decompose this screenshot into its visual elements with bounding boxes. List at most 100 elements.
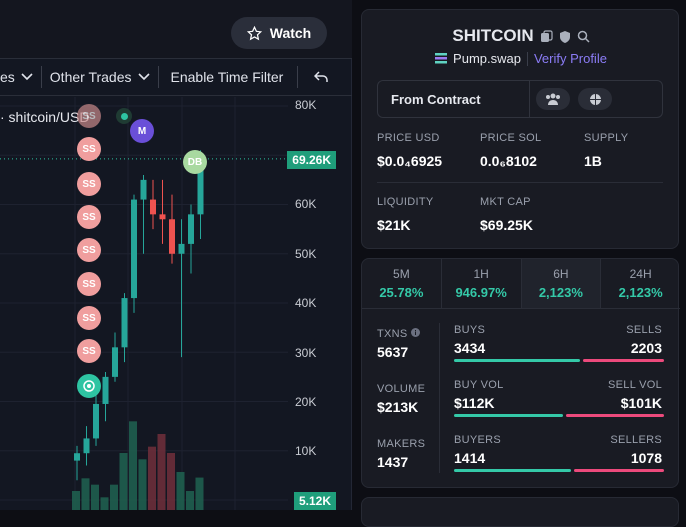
toolbar-dropdown-1[interactable]: es	[0, 59, 41, 95]
trade-marker[interactable]: SS	[77, 272, 101, 296]
candle-body	[178, 243, 185, 254]
buyers-bar	[454, 469, 572, 472]
community-button[interactable]	[536, 88, 570, 110]
watch-button[interactable]: Watch	[231, 17, 327, 49]
volume-bar	[91, 484, 99, 510]
y-tick: 20K	[295, 395, 317, 409]
buys-bar	[454, 359, 581, 362]
pump-swap-logo-icon	[435, 53, 448, 64]
star-icon	[246, 25, 262, 40]
sell-vol-value: $101K	[620, 395, 662, 411]
users-icon	[546, 93, 560, 105]
tab-24h[interactable]: 24H 2,123%	[601, 259, 680, 308]
migration-marker[interactable]: M	[130, 119, 154, 143]
y-tick: 50K	[295, 247, 317, 261]
volume-bar	[129, 421, 137, 510]
mktcap-value: $69.25K	[480, 217, 533, 233]
from-contract-label: From Contract	[391, 91, 481, 107]
candle-body	[83, 438, 90, 454]
trade-marker[interactable]: SS	[77, 306, 101, 330]
tab-6h-label: 6H	[553, 267, 569, 281]
candle-body	[131, 199, 137, 299]
dev-buy-marker[interactable]: DB	[183, 150, 207, 174]
buys-label: BUYS	[454, 324, 486, 336]
trade-marker[interactable]: SS	[77, 238, 101, 262]
sells-bar	[583, 359, 664, 362]
token-sub-row: Pump.swap Verify Profile	[362, 51, 680, 66]
trade-marker[interactable]: SS	[77, 339, 101, 363]
toolbar-divider	[297, 66, 299, 88]
chart-canvas	[0, 97, 290, 510]
lion-marker-icon[interactable]	[77, 374, 101, 398]
sells-value: 2203	[630, 340, 662, 356]
trade-marker[interactable]: SS	[77, 205, 101, 229]
volume-label: VOLUME	[377, 383, 426, 395]
trade-marker[interactable]: SS	[77, 172, 101, 196]
sellers-bar	[574, 469, 664, 472]
price-sol-label: PRICE SOL	[480, 132, 542, 144]
buy-vol-label: BUY VOL	[454, 379, 504, 391]
watch-label: Watch	[269, 25, 312, 41]
toolbar-dropdown-1-label: es	[0, 69, 15, 85]
supply-value: 1B	[584, 153, 602, 169]
chart-panel: Watch es Other Trades Enable Time Filter…	[0, 0, 352, 510]
candle-body	[93, 403, 99, 439]
makers-value: 1437	[377, 454, 409, 470]
toolbar-divider	[40, 66, 42, 88]
volume-value: $213K	[377, 399, 419, 415]
undo-button[interactable]	[298, 59, 336, 95]
volume-bar	[72, 491, 80, 510]
trade-marker[interactable]: SS	[77, 137, 101, 161]
y-tick: 10K	[295, 444, 317, 458]
undo-icon	[314, 71, 329, 82]
chart-top-bar: Watch	[0, 0, 352, 58]
info-icon[interactable]	[411, 328, 420, 337]
buyers-label: BUYERS	[454, 434, 502, 446]
price-usd-value: $0.0₄6925	[377, 153, 443, 169]
verify-profile-link[interactable]: Verify Profile	[533, 51, 607, 66]
volume-bar	[138, 459, 147, 510]
candle-body	[188, 214, 194, 244]
txns-label: TXNS	[377, 328, 408, 340]
y-tick: 30K	[295, 346, 317, 360]
tab-6h-value: 2,123%	[538, 285, 583, 300]
txns-value: 5637	[377, 344, 409, 360]
search-icon[interactable]	[577, 30, 590, 43]
liquidity-value: $21K	[377, 217, 411, 233]
sub-divider	[526, 51, 528, 66]
tab-1h-value: 946.97%	[455, 285, 507, 300]
y-tick: 80K	[295, 98, 317, 112]
enable-time-filter-button[interactable]: Enable Time Filter	[159, 59, 298, 95]
volume-bar	[167, 453, 175, 510]
tab-6h[interactable]: 6H 2,123%	[521, 259, 602, 308]
toolbar-divider	[157, 66, 159, 88]
live-indicator	[116, 108, 132, 124]
volume-bar	[100, 497, 109, 510]
shield-icon[interactable]	[559, 30, 571, 43]
website-button[interactable]	[578, 88, 612, 110]
other-trades-label: Other Trades	[49, 69, 132, 85]
volume-bar	[157, 434, 166, 510]
tab-1h-label: 1H	[473, 267, 489, 281]
stats-card: 5M 25.78% 1H 946.97% 6H 2,123% 24H 2,123% TX…	[361, 258, 680, 488]
trade-marker[interactable]: SS	[77, 104, 101, 128]
globe-icon	[589, 93, 601, 105]
card-divider	[377, 182, 663, 183]
tab-1h[interactable]: 1H 946.97%	[442, 259, 522, 308]
other-trades-dropdown[interactable]: Other Trades	[42, 59, 158, 95]
dex-link[interactable]: Pump.swap	[453, 51, 521, 66]
candle-body	[159, 214, 166, 220]
tab-5m[interactable]: 5M 25.78%	[362, 259, 442, 308]
next-card	[361, 497, 679, 527]
chart-toolbar: es Other Trades Enable Time Filter	[0, 58, 352, 96]
tab-24h-label: 24H	[629, 267, 652, 281]
token-info-card: SHITCOIN Pump.swap Verify Profile From C…	[361, 9, 679, 249]
supply-label: SUPPLY	[584, 132, 629, 144]
price-chart[interactable]: · shitcoin/USD 80K 60K 50K 40K 30K 20K 1…	[0, 97, 352, 510]
copy-icon[interactable]	[540, 29, 553, 43]
candle-body	[197, 158, 204, 215]
candle-body	[121, 298, 128, 348]
token-title-row: SHITCOIN	[362, 26, 680, 46]
volume-bar	[195, 477, 204, 510]
from-contract-box: From Contract	[377, 80, 663, 118]
